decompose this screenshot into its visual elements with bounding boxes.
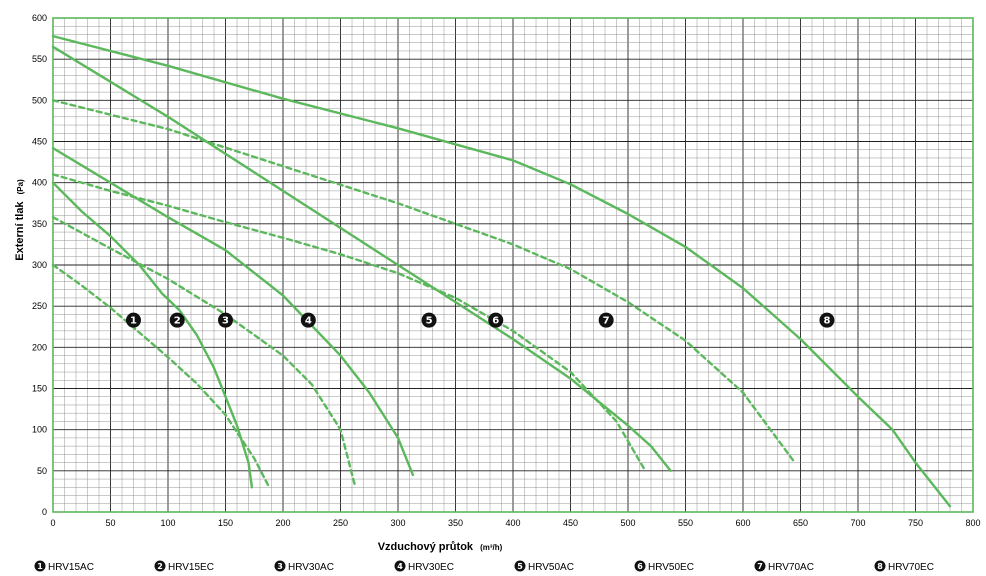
series-marker-6	[488, 312, 504, 328]
x-tick-label: 600	[735, 518, 750, 528]
x-tick-label: 450	[563, 518, 578, 528]
y-axis-title: Externí tlak (Pa)	[14, 179, 26, 261]
chart-markers: 1 2 3 4 5 6 7 8	[126, 312, 835, 328]
series-marker-label: 3	[222, 316, 229, 327]
series-marker-8	[819, 312, 835, 328]
legend-marker-6	[634, 560, 646, 572]
series-marker-label: 7	[603, 316, 610, 327]
y-axis-label: Externí tlak	[14, 201, 26, 261]
series-marker-4	[300, 312, 316, 328]
legend-item-hrv30ec: HRV30EC	[408, 562, 454, 573]
y-tick-label: 0	[42, 507, 47, 517]
y-tick-label: 300	[32, 260, 47, 270]
series-line-hrv30ac	[51, 216, 357, 489]
x-tick-label: 400	[505, 518, 520, 528]
x-tick-label: 700	[850, 518, 865, 528]
legend-marker-5	[514, 560, 526, 572]
legend-item-hrv15ac: HRV15AC	[48, 562, 94, 573]
legend-marker-4	[394, 560, 406, 572]
legend-marker-7	[754, 560, 766, 572]
x-tick-label: 650	[793, 518, 808, 528]
x-tick-label: 0	[50, 518, 55, 528]
y-tick-label: 250	[32, 301, 47, 311]
x-axis-label: Vzduchový průtok	[378, 541, 474, 553]
legend-marker-label: 8	[877, 562, 883, 571]
x-tick-label: 500	[620, 518, 635, 528]
legend-marker-label: 2	[157, 562, 163, 571]
x-tick-label: 750	[908, 518, 923, 528]
x-tick-label: 800	[965, 518, 980, 528]
x-tick-label: 200	[275, 518, 290, 528]
legend-marker-label: 4	[397, 562, 403, 571]
series-marker-label: 8	[823, 316, 830, 327]
legend-marker-8	[874, 560, 886, 572]
series-marker-5	[421, 312, 437, 328]
y-tick-label: 500	[32, 95, 47, 105]
series-marker-label: 2	[174, 316, 181, 327]
series-line-hrv70ec	[51, 34, 952, 508]
legend-item-hrv50ec: HRV50EC	[648, 562, 694, 573]
legend-marker-label: 3	[277, 562, 283, 571]
y-tick-label: 450	[32, 137, 47, 147]
series-line-hrv15ac	[51, 263, 271, 489]
x-tick-label: 350	[448, 518, 463, 528]
y-tick-label: 150	[32, 384, 47, 394]
x-tick-label: 150	[218, 518, 233, 528]
legend-marker-1	[34, 560, 46, 572]
legend: 1 HRV15AC 2 HRV15EC 3 HRV30AC 4 HRV30EC 5 HRV50AC…	[34, 560, 934, 573]
x-axis-ticks: 0 50 100 150 200 250 300 350 400 450 500 550 600 650 7…	[50, 518, 980, 528]
legend-item-hrv50ac: HRV50AC	[528, 562, 574, 573]
legend-item-hrv70ec: HRV70EC	[888, 562, 934, 573]
series-marker-7	[598, 312, 614, 328]
x-tick-label: 100	[160, 518, 175, 528]
series-line-hrv70ac	[51, 99, 796, 464]
x-tick-label: 50	[105, 518, 115, 528]
chart-grid	[52, 17, 974, 513]
legend-item-hrv70ac: HRV70AC	[768, 562, 814, 573]
legend-marker-label: 1	[37, 562, 43, 571]
legend-marker-label: 5	[517, 562, 523, 571]
series-line-hrv30ec	[51, 146, 415, 477]
legend-marker-label: 7	[757, 562, 763, 571]
legend-marker-2	[154, 560, 166, 572]
y-tick-label: 400	[32, 178, 47, 188]
series-marker-2	[169, 312, 185, 328]
series-marker-1	[126, 312, 141, 328]
y-tick-label: 600	[32, 13, 47, 23]
y-tick-label: 100	[32, 425, 47, 435]
y-axis-ticks: 0 50 100 150 200 250 300 350 400 450 500 550 600	[32, 13, 47, 517]
y-tick-label: 200	[32, 342, 47, 352]
series-marker-3	[218, 312, 233, 328]
x-tick-label: 250	[333, 518, 348, 528]
x-axis-title: Vzduchový průtok (m³/h)	[378, 541, 503, 553]
legend-item-hrv15ec: HRV15EC	[168, 562, 214, 573]
series-marker-label: 6	[492, 316, 499, 327]
series-marker-label: 4	[305, 316, 312, 327]
legend-marker-3	[274, 560, 286, 572]
y-tick-label: 550	[32, 54, 47, 64]
y-axis-unit: (Pa)	[16, 179, 25, 194]
y-tick-label: 50	[37, 466, 47, 476]
x-axis-unit: (m³/h)	[480, 543, 503, 552]
series-marker-label: 1	[130, 316, 137, 327]
chart-lines	[51, 34, 952, 508]
series-line-hrv15ec	[51, 181, 254, 489]
series-line-hrv50ac	[51, 173, 647, 472]
legend-item-hrv30ac: HRV30AC	[288, 562, 334, 573]
legend-marker-label: 6	[637, 562, 643, 571]
series-marker-label: 5	[426, 316, 433, 327]
x-tick-label: 550	[678, 518, 693, 528]
x-tick-label: 300	[390, 518, 405, 528]
y-tick-label: 350	[32, 219, 47, 229]
